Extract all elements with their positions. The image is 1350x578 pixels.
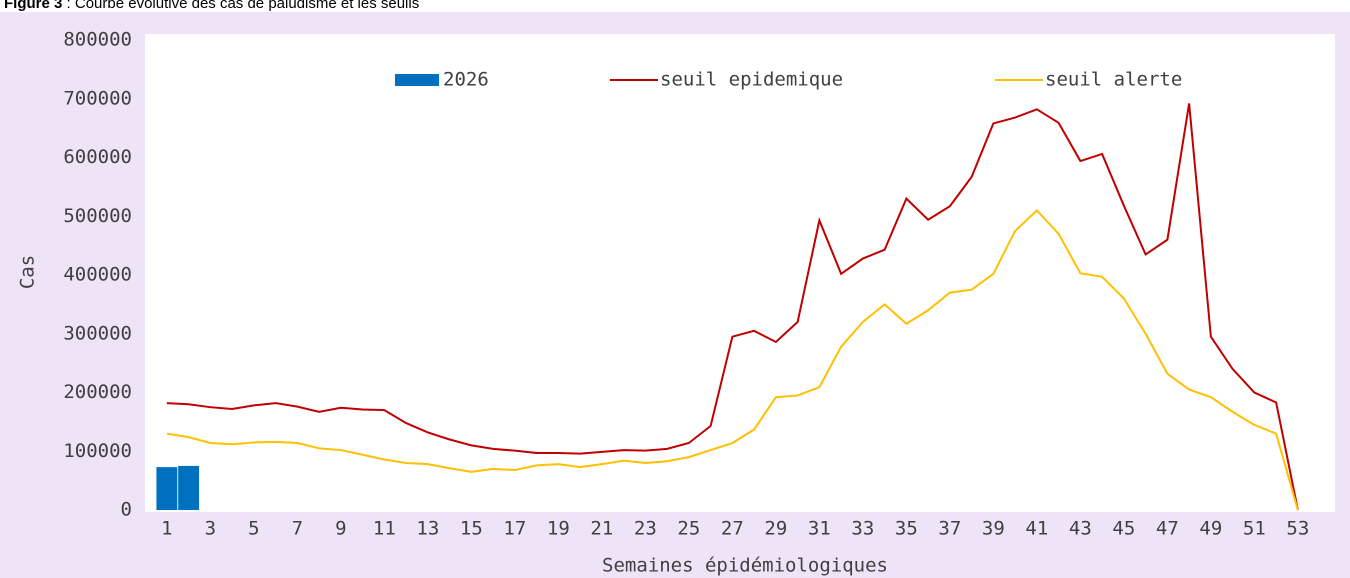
y-tick-label: 400000 xyxy=(63,264,132,286)
legend-swatch xyxy=(395,74,439,86)
y-tick-label: 200000 xyxy=(63,381,132,403)
legend-label: seuil alerte xyxy=(1045,69,1182,91)
x-tick-label: 53 xyxy=(1286,518,1309,540)
x-tick-label: 11 xyxy=(373,518,396,540)
caption: Figure 3 : Courbe évolutive des cas de p… xyxy=(4,0,419,12)
legend-label: seuil epidemique xyxy=(660,69,843,91)
x-tick-label: 1 xyxy=(161,518,172,540)
caption-label: Figure 3 xyxy=(4,0,62,12)
x-tick-label: 23 xyxy=(634,518,657,540)
x-tick-label: 5 xyxy=(248,518,259,540)
line xyxy=(166,208,1299,511)
x-tick-label: 13 xyxy=(416,518,439,540)
y-tick-label: 800000 xyxy=(63,29,132,51)
x-tick-label: 47 xyxy=(1156,518,1179,540)
plot-area xyxy=(145,34,1335,512)
x-tick-label: 49 xyxy=(1199,518,1222,540)
x-tick-label: 15 xyxy=(460,518,483,540)
x-axis-title: Semaines épidémiologiques xyxy=(602,555,888,577)
x-tick-label: 33 xyxy=(851,518,874,540)
x-tick-label: 45 xyxy=(1112,518,1135,540)
x-tick-label: 21 xyxy=(590,518,613,540)
x-tick-label: 37 xyxy=(938,518,961,540)
x-tick-label: 25 xyxy=(677,518,700,540)
legend-label: 2026 xyxy=(443,69,489,91)
caption-text: : Courbe évolutive des cas de paludisme … xyxy=(67,0,420,12)
line xyxy=(166,103,1299,511)
x-tick-label: 19 xyxy=(547,518,570,540)
x-tick-label: 3 xyxy=(205,518,216,540)
x-tick-label: 17 xyxy=(503,518,526,540)
x-tick-label: 7 xyxy=(292,518,303,540)
y-tick-label: 600000 xyxy=(63,146,132,168)
x-tick-label: 39 xyxy=(982,518,1005,540)
y-tick-label: 300000 xyxy=(63,322,132,344)
x-tick-label: 31 xyxy=(808,518,831,540)
x-tick-label: 43 xyxy=(1069,518,1092,540)
x-tick-label: 27 xyxy=(721,518,744,540)
x-tick-label: 29 xyxy=(764,518,787,540)
x-tick-label: 9 xyxy=(335,518,346,540)
y-tick-label: 0 xyxy=(121,499,132,521)
x-tick-label: 35 xyxy=(895,518,918,540)
y-tick-label: 100000 xyxy=(63,440,132,462)
x-tick-label: 51 xyxy=(1243,518,1266,540)
y-tick-label: 500000 xyxy=(63,205,132,227)
y-axis-title: Cas xyxy=(17,255,39,289)
bar xyxy=(156,467,178,510)
y-tick-label: 700000 xyxy=(63,87,132,109)
bar xyxy=(178,465,200,510)
x-tick-label: 41 xyxy=(1025,518,1048,540)
